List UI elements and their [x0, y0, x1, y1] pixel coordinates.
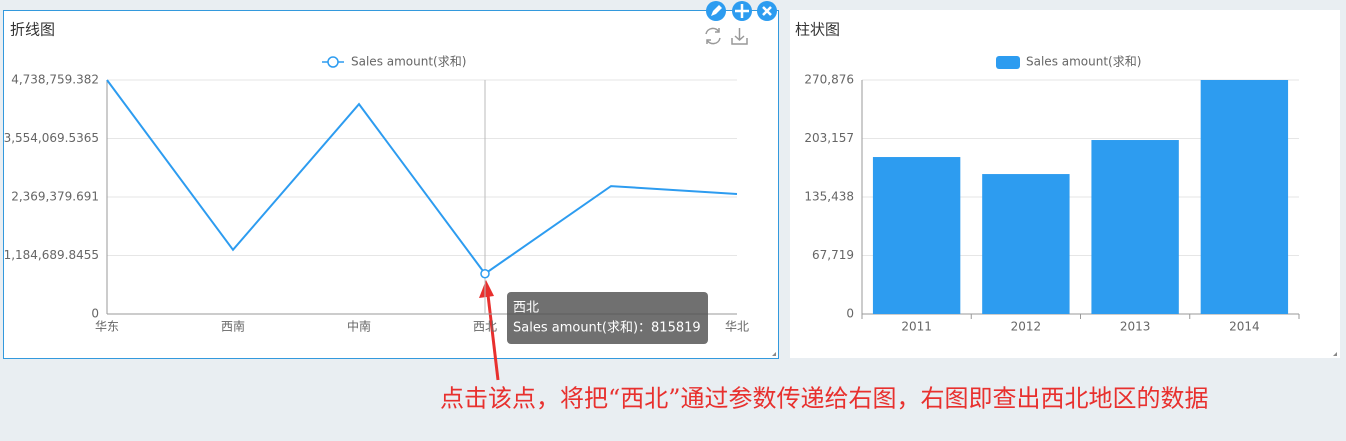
- y-tick-label: 4,738,759.382: [11, 73, 99, 87]
- y-tick-label: 3,554,069.5365: [4, 131, 99, 145]
- panel-title: 柱状图: [795, 21, 840, 39]
- legend-label: Sales amount(求和): [1026, 55, 1141, 69]
- y-tick-label: 0: [91, 307, 99, 321]
- bar: [1091, 140, 1179, 314]
- download-icon[interactable]: [731, 28, 748, 45]
- refresh-icon[interactable]: [705, 27, 721, 45]
- line: [106, 79, 738, 276]
- close-icon[interactable]: [757, 1, 777, 21]
- y-tick-label: 67,719: [812, 248, 854, 262]
- x-tick-label: 2013: [1120, 320, 1151, 334]
- hover-point: [480, 268, 490, 279]
- x-tick-label: 西南: [221, 319, 245, 334]
- x-tick-label: 中南: [347, 319, 371, 334]
- x-tick-label: 2012: [1011, 320, 1042, 334]
- resize-handle[interactable]: [1333, 352, 1337, 356]
- y-tick-label: 270,876: [804, 73, 854, 87]
- tooltip-title: 西北: [513, 301, 539, 316]
- x-tick-label: 西北: [473, 320, 497, 334]
- bar: [872, 157, 961, 314]
- bar: [1200, 80, 1289, 314]
- x-tick-label: 2014: [1229, 320, 1260, 334]
- y-tick-label: 2,369,379.691: [11, 190, 99, 204]
- y-tick-label: 1,184,689.8455: [4, 248, 99, 262]
- y-tick-label: 203,157: [804, 131, 854, 145]
- panel-title: 折线图: [10, 21, 55, 39]
- y-tick-label: 0: [846, 307, 854, 321]
- bar: [982, 174, 1070, 314]
- x-tick-label: 华北: [725, 320, 749, 334]
- resize-handle[interactable]: [772, 352, 776, 356]
- tooltip-text: Sales amount(求和)：815819: [513, 321, 701, 336]
- annotation: 点击该点，将把“西北”通过参数传递给右图，右图即查出西北地区的数据: [440, 385, 1209, 413]
- edit-icon[interactable]: [706, 1, 726, 21]
- move-icon[interactable]: [732, 1, 752, 21]
- legend-marker: [327, 56, 339, 68]
- x-tick-label: 2011: [901, 320, 932, 334]
- arrow: [479, 280, 500, 381]
- y-tick-label: 135,438: [804, 190, 854, 204]
- tooltip: [507, 292, 708, 344]
- x-tick-label: 华东: [95, 320, 119, 334]
- legend-label: Sales amount(求和): [351, 55, 466, 69]
- legend-marker: [996, 56, 1020, 69]
